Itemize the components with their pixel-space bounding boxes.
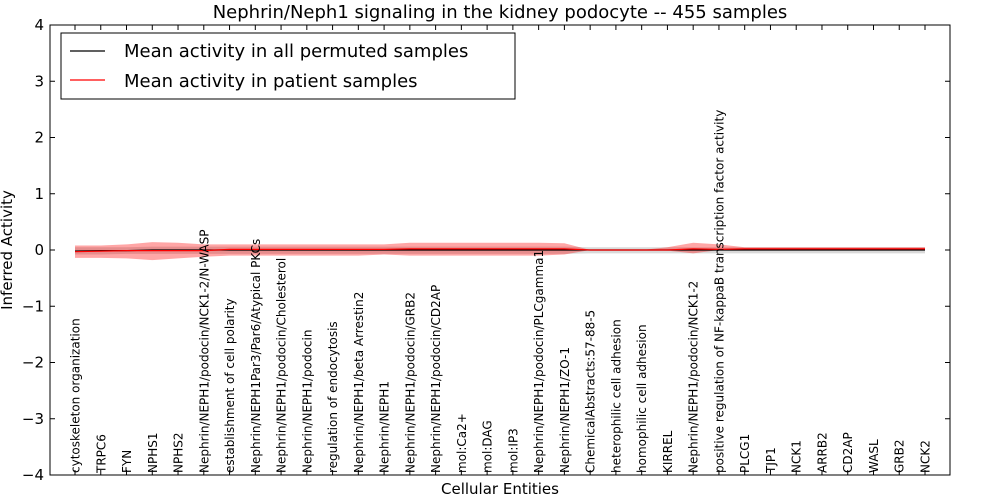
legend-box [60,32,516,100]
legend-entry-patient: Mean activity in patient samples [124,71,418,92]
y-tick-label: 3 [34,72,44,90]
x-tick-label: heterophilic cell adhesion [609,319,623,473]
x-tick-label: Nephrin/NEPH1Par3/Par6/Atypical PKCs [249,239,263,473]
x-tick-label: Nephrin/NEPH1/podocin/GRB2 [403,292,417,473]
x-tick-label: Nephrin/NEPH1/podocin/PLCgamma1 [532,250,546,473]
x-tick-label: ChemicalAbstracts:57-88-5 [584,310,598,473]
x-tick-label: positive regulation of NF-kappaB transcr… [712,110,726,473]
x-tick-label: mol:DAG [481,420,495,473]
x-tick-label: Nephrin/NEPH1 [378,381,392,473]
y-tick-label: −3 [22,410,44,428]
legend: Mean activity in all permuted samples Me… [60,32,516,100]
x-tick-label: establishment of cell polarity [223,298,237,473]
y-tick-label: −2 [22,354,44,372]
x-axis-label: Cellular Entities [441,480,559,498]
x-tick-label: WASL [867,439,881,473]
x-tick-label: NPHS2 [172,433,186,474]
chart-title: Nephrin/Neph1 signaling in the kidney po… [213,2,788,23]
x-tick-label: Nephrin/NEPH1/podocin/Cholesterol [275,258,289,473]
band-patient [75,242,925,261]
x-tick-label: Nephrin/NEPH1/podocin [300,330,314,473]
x-tick-label: FYN [120,450,134,473]
x-tick-label: ARRB2 [816,432,830,473]
y-axis-ticks: −4 −3 −2 −1 0 1 2 3 4 [22,16,950,484]
y-tick-label: −4 [22,466,44,484]
x-tick-label: homophilic cell adhesion [635,324,649,473]
x-axis-ticks: cytoskeleton organization TRPC6 FYN NPHS1 NP… [69,25,933,475]
x-tick-label: Nephrin/NEPH1/podocin/CD2AP [429,285,443,473]
x-tick-label: PLCG1 [738,434,752,473]
x-tick-label: KIRREL [661,430,675,473]
x-tick-label: Nephrin/NEPH1/podocin/NCK1-2/N-WASP [197,230,211,473]
x-tick-label: GRB2 [893,439,907,473]
x-tick-label: TJP1 [764,447,778,474]
x-tick-label: TRPC6 [94,434,108,474]
x-tick-label: mol:Ca2+ [455,413,469,473]
legend-entry-permuted: Mean activity in all permuted samples [124,41,468,62]
x-tick-label: NCK1 [790,440,804,473]
y-tick-label: −1 [22,297,44,315]
x-tick-label: regulation of endocytosis [326,321,340,473]
line-patient [74,248,925,253]
series-lines [74,248,925,253]
y-tick-label: 1 [34,185,44,203]
x-tick-label: NCK2 [919,440,933,473]
x-tick-label: mol:IP3 [506,428,520,473]
x-tick-label: cytoskeleton organization [69,318,83,473]
x-tick-label: CD2AP [841,432,855,473]
y-tick-label: 0 [34,241,44,259]
x-tick-label: Nephrin/NEPH1/ZO-1 [558,347,572,473]
y-tick-label: 2 [34,129,44,147]
y-axis-label: Inferred Activity [0,190,16,310]
x-tick-label: Nephrin/NEPH1/beta Arrestin2 [352,292,366,473]
x-tick-label: NPHS1 [146,433,160,474]
y-tick-label: 4 [34,16,44,34]
x-tick-label: Nephrin/NEPH1/podocin/NCK1-2 [687,281,701,473]
